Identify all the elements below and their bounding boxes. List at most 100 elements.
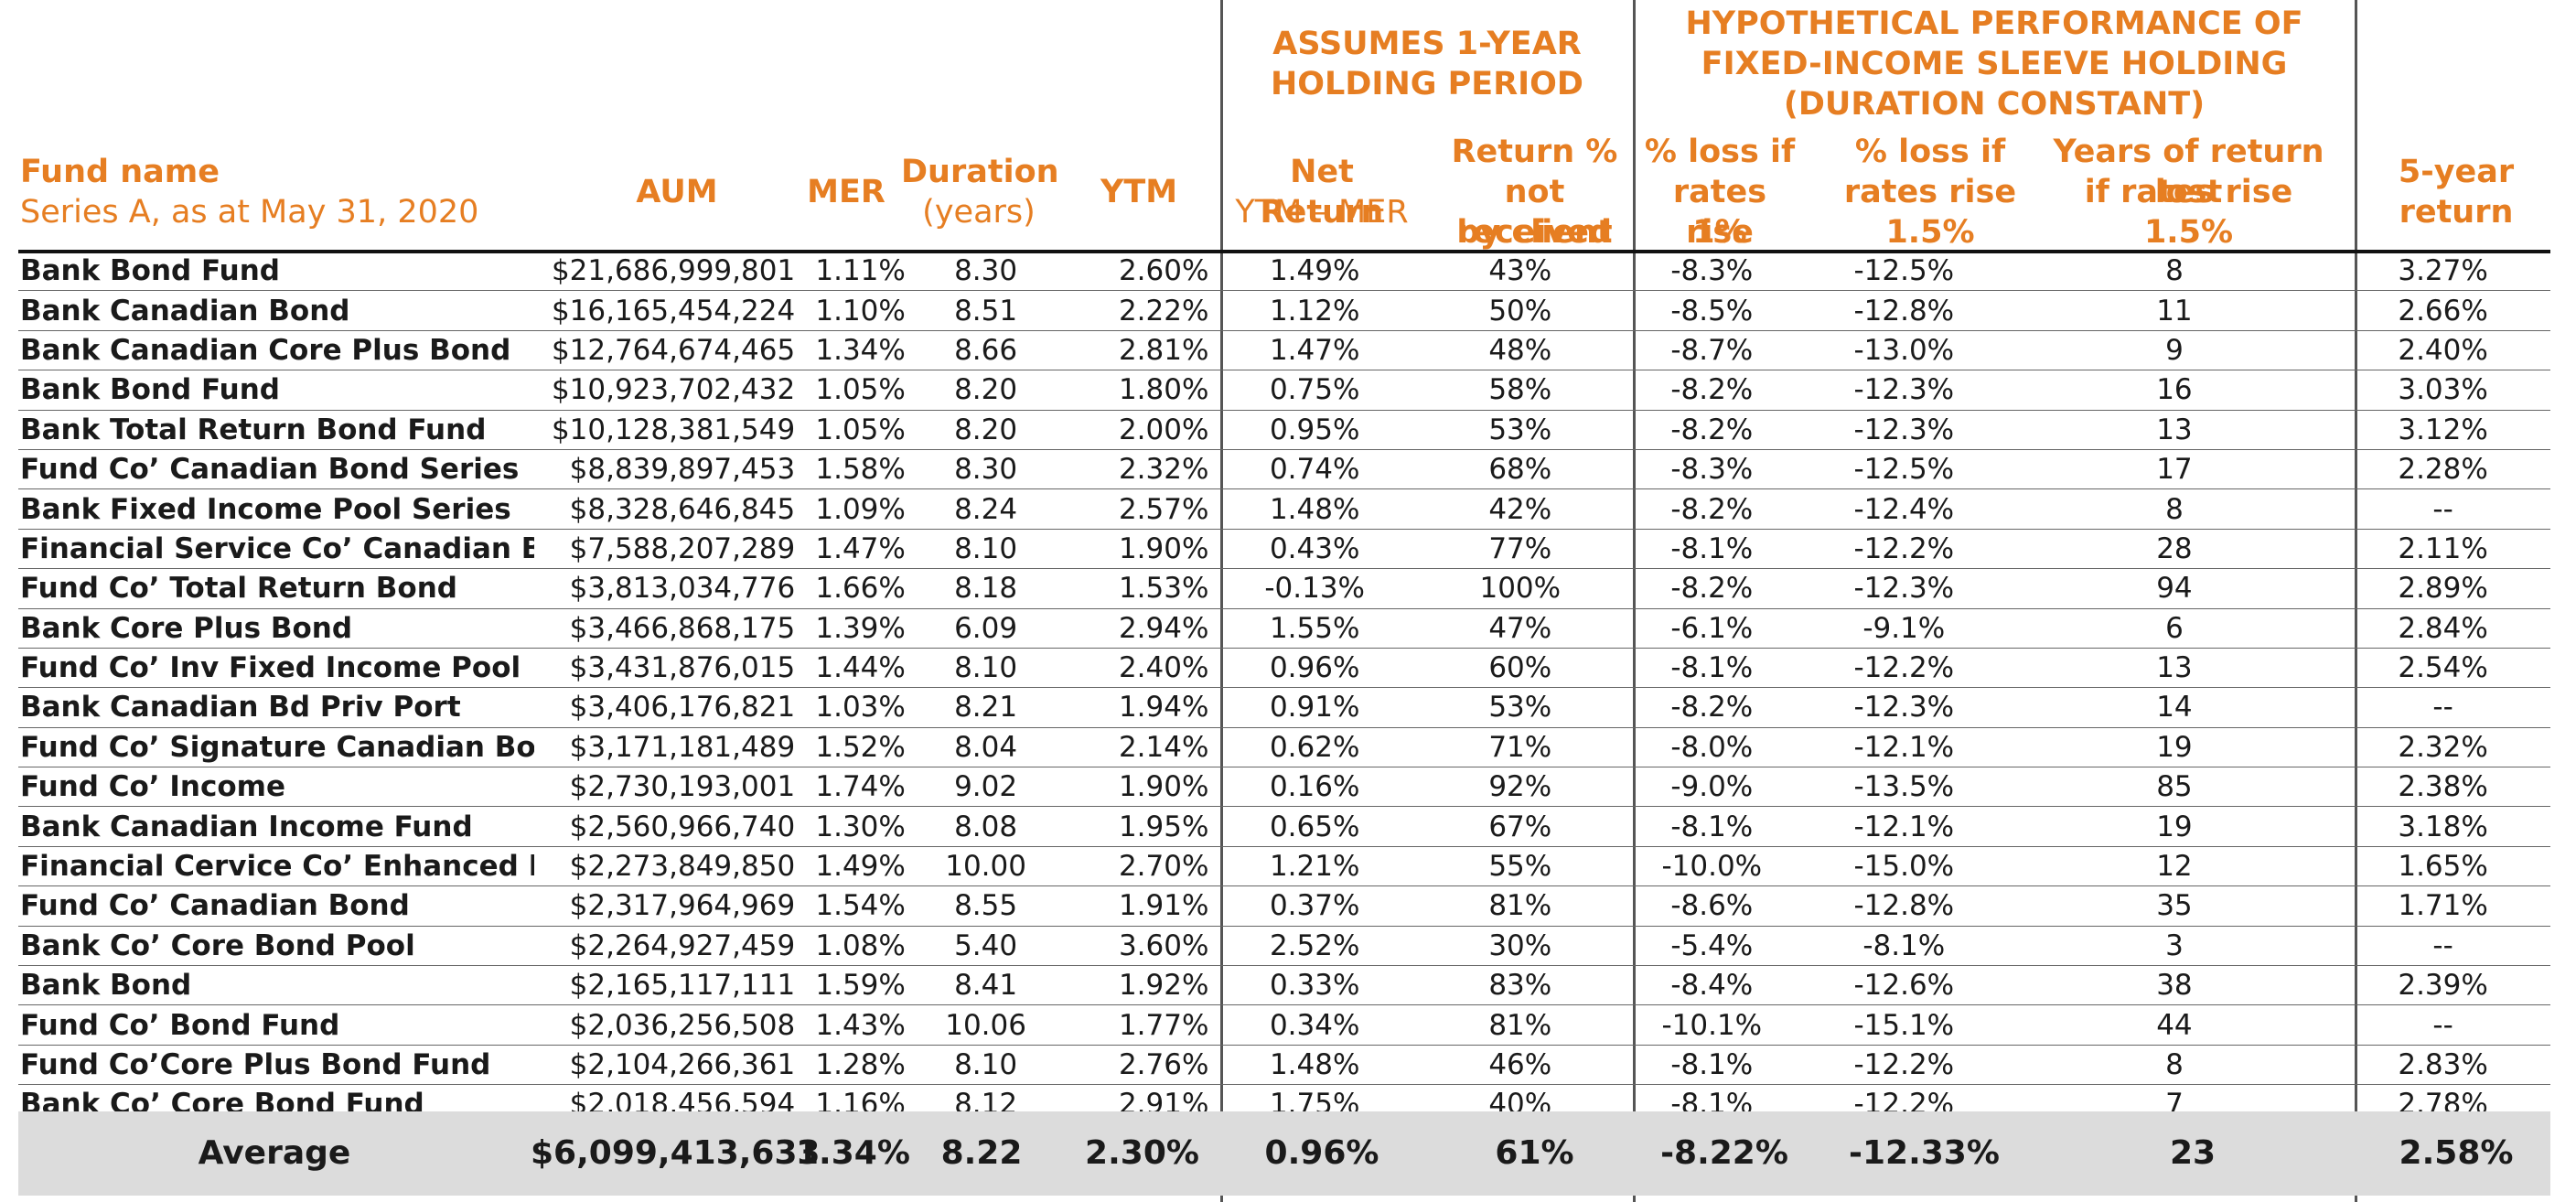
mer-cell: 1.74%	[804, 767, 918, 808]
ytm-cell: 2.81%	[1055, 330, 1218, 371]
duration-cell: 8.55	[917, 885, 1056, 927]
net-return-cell: 1.47%	[1218, 330, 1411, 371]
fund-name-cell: Financial Cervice Co’ Enhanced Bond	[18, 846, 535, 887]
loss-15pct-cell: -12.3%	[1794, 568, 2013, 609]
net-return-cell: 0.62%	[1218, 727, 1411, 768]
return-pct-cell: 68%	[1411, 449, 1629, 490]
aum-cell: $2,036,256,508	[534, 1004, 805, 1046]
table-row: Fund Co’ Inv Fixed Income Pool $3,431,876…	[18, 648, 2550, 689]
loss-15pct-cell: -12.4%	[1794, 488, 2013, 530]
fund-name-cell: Fund Co’ Canadian Bond Series	[18, 449, 535, 490]
loss-15pct-cell: -12.2%	[1794, 1045, 2013, 1086]
years-lost-cell: 8	[2012, 252, 2336, 292]
mer-cell: 1.47%	[804, 529, 918, 570]
mer-cell: 1.08%	[804, 926, 918, 967]
header-years-3: 1.5%	[2143, 214, 2234, 251]
return-pct-cell: 55%	[1411, 846, 1629, 887]
ytm-cell: 2.22%	[1055, 290, 1218, 331]
duration-cell: 8.24	[917, 488, 1056, 530]
duration-cell: 8.10	[917, 1045, 1056, 1086]
header-loss1-2: rates rise	[1672, 174, 1767, 251]
five-year-return-cell: 2.89%	[2335, 568, 2550, 609]
loss-15pct-cell: -13.0%	[1794, 330, 2013, 371]
header-group2-line3: (DURATION CONSTANT)	[1783, 86, 2206, 123]
table-row: Financial Service Co’ Canadian Bond$7,58…	[18, 529, 2550, 570]
fund-name-cell: Fund Co’ Inv Fixed Income Pool	[18, 648, 535, 689]
return-pct-cell: 42%	[1411, 488, 1629, 530]
ytm-cell: 2.57%	[1055, 488, 1218, 530]
return-pct-cell: 71%	[1411, 727, 1629, 768]
header-five-1: 5-year	[2398, 154, 2515, 190]
header-loss1-1: % loss if	[1644, 134, 1796, 170]
header-aum: AUM	[636, 174, 718, 210]
average-five: 2.58%	[2399, 1134, 2514, 1172]
years-lost-cell: 14	[2012, 687, 2336, 728]
net-return-cell: 1.55%	[1218, 608, 1411, 649]
fund-name-cell: Fund Co’Core Plus Bond Fund	[18, 1045, 535, 1086]
ytm-cell: 1.94%	[1055, 687, 1218, 728]
table-row: Bank Canadian Core Plus Bond $12,764,674,…	[18, 330, 2550, 371]
header-loss1-3: 1%	[1692, 214, 1747, 251]
loss-15pct-cell: -8.1%	[1794, 926, 2013, 967]
mer-cell: 1.49%	[804, 846, 918, 887]
years-lost-cell: 12	[2012, 846, 2336, 887]
fund-name-cell: Financial Service Co’ Canadian Bond	[18, 529, 535, 570]
fund-name-cell: Fund Co’ Signature Canadian Bond	[18, 727, 535, 768]
years-lost-cell: 94	[2012, 568, 2336, 609]
return-pct-cell: 43%	[1411, 252, 1629, 292]
loss-1pct-cell: -8.2%	[1628, 370, 1795, 411]
header-ret-pct-2: not received	[1456, 174, 1613, 251]
ytm-cell: 1.77%	[1055, 1004, 1218, 1046]
aum-cell: $3,813,034,776	[534, 568, 805, 609]
header-net-return-sub: YTM – MER	[1235, 194, 1409, 231]
return-pct-cell: 92%	[1411, 767, 1629, 808]
duration-cell: 5.40	[917, 926, 1056, 967]
return-pct-cell: 53%	[1411, 687, 1629, 728]
ytm-cell: 2.14%	[1055, 727, 1218, 768]
fund-name-cell: Fund Co’ Income	[18, 767, 535, 808]
average-aum: $6,099,413,633	[531, 1134, 821, 1172]
mer-cell: 1.30%	[804, 806, 918, 847]
header-ret-pct-1: Return %	[1451, 134, 1618, 170]
mer-cell: 1.05%	[804, 410, 918, 450]
loss-1pct-cell: -10.1%	[1628, 1004, 1795, 1046]
average-duration: 8.22	[940, 1134, 1023, 1172]
duration-cell: 8.08	[917, 806, 1056, 847]
fund-name-cell: Bank Bond	[18, 965, 535, 1006]
ytm-cell: 2.70%	[1055, 846, 1218, 887]
ytm-cell: 2.32%	[1055, 449, 1218, 490]
header-ytm: YTM	[1100, 174, 1178, 210]
loss-1pct-cell: -8.2%	[1628, 410, 1795, 450]
five-year-return-cell: 2.32%	[2335, 727, 2550, 768]
net-return-cell: 1.48%	[1218, 488, 1411, 530]
return-pct-cell: 77%	[1411, 529, 1629, 570]
average-loss15: -12.33%	[1849, 1134, 2000, 1172]
five-year-return-cell: 2.39%	[2335, 965, 2550, 1006]
table-row: Fund Co’Core Plus Bond Fund $2,104,266,36…	[18, 1045, 2550, 1086]
header-years-2: if rates rise	[2084, 174, 2293, 210]
header-loss15-2: rates rise	[1843, 174, 2017, 210]
aum-cell: $2,104,266,361	[534, 1045, 805, 1086]
net-return-cell: 0.75%	[1218, 370, 1411, 411]
aum-cell: $3,171,181,489	[534, 727, 805, 768]
five-year-return-cell: 3.12%	[2335, 410, 2550, 450]
mer-cell: 1.52%	[804, 727, 918, 768]
fund-name-cell: Fund Co’ Bond Fund	[18, 1004, 535, 1046]
table-row: Bank Core Plus Bond $3,466,868,175 1.39% 6.…	[18, 608, 2550, 649]
average-years: 23	[2169, 1134, 2216, 1172]
return-pct-cell: 60%	[1411, 648, 1629, 689]
loss-15pct-cell: -12.6%	[1794, 965, 2013, 1006]
fund-name-cell: Bank Core Plus Bond	[18, 608, 535, 649]
header-five-2: return	[2399, 194, 2514, 231]
years-lost-cell: 28	[2012, 529, 2336, 570]
mer-cell: 1.09%	[804, 488, 918, 530]
header-duration-sub: (years)	[922, 194, 1036, 231]
return-pct-cell: 81%	[1411, 885, 1629, 927]
years-lost-cell: 9	[2012, 330, 2336, 371]
mer-cell: 1.11%	[804, 252, 918, 292]
aum-cell: $8,839,897,453	[534, 449, 805, 490]
fund-name-cell: Bank Fixed Income Pool Series	[18, 488, 535, 530]
average-ret-pct: 61%	[1495, 1134, 1574, 1172]
table-row: Fund Co’ Bond Fund $2,036,256,508 1.43% 10.…	[18, 1004, 2550, 1046]
header-group1-line1: ASSUMES 1-YEAR	[1272, 26, 1582, 62]
